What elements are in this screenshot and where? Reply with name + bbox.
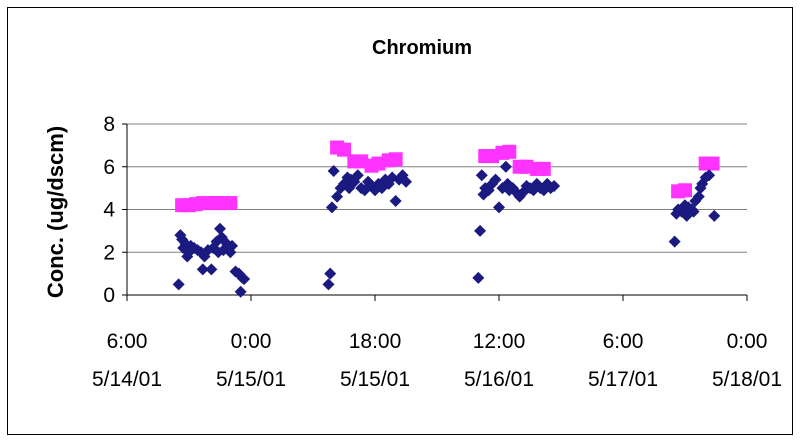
x-tick-date: 5/16/01	[464, 368, 534, 391]
measured-point	[324, 267, 337, 280]
measured-point	[172, 278, 185, 291]
measured-point	[214, 222, 226, 235]
measured-point	[351, 169, 364, 182]
measured-point	[226, 239, 239, 252]
measured-point	[708, 209, 721, 222]
limit-point	[678, 183, 692, 198]
y-tick-label: 0	[103, 284, 115, 307]
measured-point	[668, 235, 681, 248]
chart-area	[7, 7, 793, 435]
x-tick-time: 12:00	[473, 330, 526, 353]
x-tick-time: 0:00	[727, 330, 768, 353]
y-axis-label: Conc. (ug/dscm)	[43, 126, 68, 298]
x-tick-time: 0:00	[231, 330, 272, 353]
limit-point	[337, 142, 351, 157]
x-tick-time: 6:00	[107, 330, 148, 353]
measured-point	[692, 190, 705, 203]
x-tick-date: 5/15/01	[340, 368, 410, 391]
measured-point	[472, 271, 485, 284]
measured-point	[196, 263, 209, 276]
measured-point	[327, 165, 340, 178]
y-tick-label: 2	[103, 241, 115, 264]
measured-point	[499, 160, 512, 173]
y-tick-labels: 0 2 4 6 8	[103, 113, 115, 307]
x-tick-date: 5/14/01	[92, 368, 162, 391]
limit-point	[502, 144, 517, 159]
axes	[126, 124, 747, 296]
x-tick-labels: 6:00 5/14/01 0:00 5/15/01 18:00 5/15/01 12:00 5…	[92, 295, 782, 391]
y-tick-label: 8	[103, 113, 115, 136]
x-tick-time: 18:00	[349, 330, 402, 353]
limit-point	[536, 161, 551, 176]
limit-series	[175, 140, 720, 213]
measured-point	[687, 205, 700, 218]
x-tick-date: 5/17/01	[588, 368, 658, 391]
limit-point	[388, 152, 403, 167]
x-tick-date: 5/18/01	[712, 368, 782, 391]
measured-point	[205, 263, 218, 276]
measured-point	[489, 173, 502, 186]
measured-point	[325, 201, 338, 214]
x-tick-time: 6:00	[603, 330, 644, 353]
measured-series	[172, 160, 721, 298]
measured-point	[400, 175, 412, 188]
limit-point	[705, 156, 720, 171]
measured-point	[493, 201, 505, 214]
measured-point	[389, 194, 402, 207]
measured-point	[475, 169, 488, 182]
measured-point	[322, 278, 335, 291]
limit-point	[223, 196, 238, 211]
x-tick-date: 5/15/01	[216, 368, 286, 391]
y-tick-label: 6	[103, 156, 115, 179]
y-tick-label: 4	[103, 199, 115, 222]
measured-point	[238, 272, 251, 285]
measured-point	[548, 179, 561, 192]
measured-point	[703, 169, 716, 182]
measured-point	[234, 285, 247, 298]
chart-title: Chromium	[372, 37, 472, 59]
measured-point	[474, 224, 487, 237]
